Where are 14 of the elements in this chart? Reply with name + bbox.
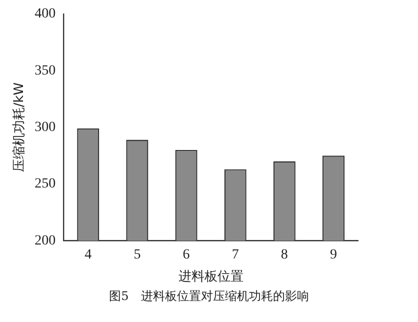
y-tick-label: 300 bbox=[34, 120, 56, 135]
y-tick-label: 250 bbox=[34, 176, 56, 192]
x-tick-label: 6 bbox=[182, 248, 190, 263]
x-tick-label: 8 bbox=[280, 248, 288, 263]
x-tick-label: 4 bbox=[84, 248, 92, 263]
y-tick-label: 350 bbox=[34, 63, 56, 78]
y-tick-label: 400 bbox=[34, 6, 56, 22]
x-axis-title: 进料板位置 bbox=[178, 270, 244, 285]
y-axis-title: 压缩机功耗/kW bbox=[12, 82, 28, 172]
y-tick-label: 200 bbox=[34, 233, 56, 248]
x-tick-label: 7 bbox=[232, 248, 239, 263]
x-tick-label: 5 bbox=[134, 248, 141, 263]
caption: 图5 进料板位置对压缩机功耗的影响 bbox=[108, 288, 310, 305]
x-tick-label: 9 bbox=[330, 248, 337, 263]
